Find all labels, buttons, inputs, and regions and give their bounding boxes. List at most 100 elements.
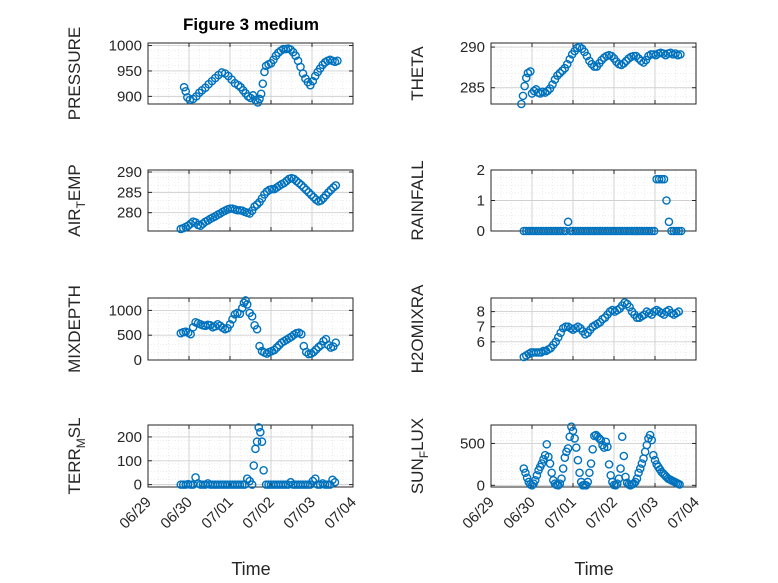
data-point — [563, 444, 573, 453]
series-markers — [519, 298, 684, 362]
data-point — [256, 427, 265, 437]
series-markers — [517, 42, 685, 109]
data-point — [247, 480, 257, 489]
data-point — [555, 479, 565, 488]
data-point — [632, 474, 642, 483]
data-point — [308, 76, 318, 86]
data-point — [585, 468, 594, 478]
data-point — [320, 480, 330, 489]
data-point — [301, 185, 311, 195]
axes-box — [147, 42, 354, 105]
data-point — [542, 439, 552, 449]
data-point — [558, 464, 568, 473]
data-point — [294, 178, 304, 188]
data-point — [558, 66, 567, 75]
axes-box — [490, 424, 697, 488]
y-tick-label: 7 — [477, 319, 485, 336]
data-point — [299, 183, 309, 192]
data-point — [278, 480, 288, 489]
data-point — [331, 338, 341, 347]
y-axis-label: TERRMSL — [65, 417, 88, 494]
data-point — [297, 329, 306, 339]
y-tick-label: 950 — [117, 63, 142, 80]
y-tick-label: 285 — [460, 80, 485, 97]
data-point — [521, 468, 530, 478]
data-point — [543, 86, 552, 96]
data-point — [676, 50, 685, 59]
data-point — [563, 217, 573, 227]
data-point — [246, 93, 255, 103]
data-point — [252, 324, 262, 334]
data-point — [555, 68, 565, 78]
data-point — [619, 59, 629, 68]
data-point — [251, 95, 260, 105]
data-point — [255, 341, 264, 351]
data-point — [314, 342, 323, 352]
data-point — [586, 459, 596, 468]
data-point — [619, 451, 629, 461]
series-markers — [176, 296, 341, 359]
data-point — [233, 80, 243, 90]
data-point — [553, 481, 563, 490]
data-point — [654, 174, 664, 184]
data-point — [256, 89, 266, 99]
y-axis-label: H2OMIXRA — [408, 284, 427, 373]
data-point — [250, 202, 259, 211]
data-point — [545, 459, 555, 468]
y-axis-label: THETA — [408, 46, 427, 101]
data-point — [309, 347, 318, 357]
data-point — [254, 423, 264, 432]
x-axis-label-right: Time — [574, 559, 613, 579]
data-point — [575, 468, 584, 478]
data-point — [526, 67, 535, 76]
series-markers — [519, 422, 684, 490]
data-point — [316, 196, 326, 205]
data-point — [304, 188, 314, 197]
data-point — [539, 346, 548, 356]
y-axis-label: SUNFLUX — [408, 418, 431, 494]
data-point — [637, 459, 647, 468]
data-point — [607, 51, 616, 61]
y-axis-label: PRESSURE — [65, 27, 84, 121]
data-point — [519, 464, 529, 473]
y-tick-label: 900 — [117, 88, 142, 105]
data-point — [634, 468, 643, 478]
data-point — [650, 455, 660, 465]
y-tick-label: 290 — [460, 39, 485, 56]
data-point — [657, 174, 666, 184]
data-point — [329, 183, 338, 192]
subplot-4: 0 1 2 RAINFALL — [408, 160, 697, 241]
data-point — [672, 226, 681, 236]
y-tick-label: 1000 — [109, 38, 142, 55]
axes-box — [490, 297, 697, 361]
data-point — [594, 434, 604, 443]
data-point — [324, 188, 333, 197]
y-axis-label: RAINFALL — [408, 160, 427, 240]
data-point — [560, 453, 570, 462]
data-point — [674, 307, 684, 316]
data-point — [562, 59, 572, 69]
data-point — [571, 443, 581, 452]
y-tick-label: 1 — [477, 193, 485, 210]
data-point — [252, 200, 262, 209]
x-axis-label-left: Time — [231, 559, 270, 579]
y-tick-label: 0 — [134, 477, 142, 494]
data-point — [235, 480, 245, 489]
data-point — [647, 435, 657, 445]
data-point — [557, 474, 566, 483]
y-tick-label: 285 — [117, 184, 142, 201]
data-point — [518, 91, 528, 101]
data-point — [258, 79, 268, 88]
data-point — [567, 422, 576, 431]
data-point — [537, 459, 547, 468]
y-tick-label: 8 — [477, 304, 485, 321]
data-point — [553, 71, 562, 80]
data-point — [604, 460, 614, 469]
data-point — [522, 473, 532, 483]
data-point — [662, 196, 671, 205]
subplot-3: 280 285 290 AIRTEMP — [65, 164, 354, 237]
data-point — [267, 184, 277, 194]
axes-box — [490, 42, 697, 105]
data-point — [573, 455, 583, 465]
data-point — [616, 464, 625, 473]
